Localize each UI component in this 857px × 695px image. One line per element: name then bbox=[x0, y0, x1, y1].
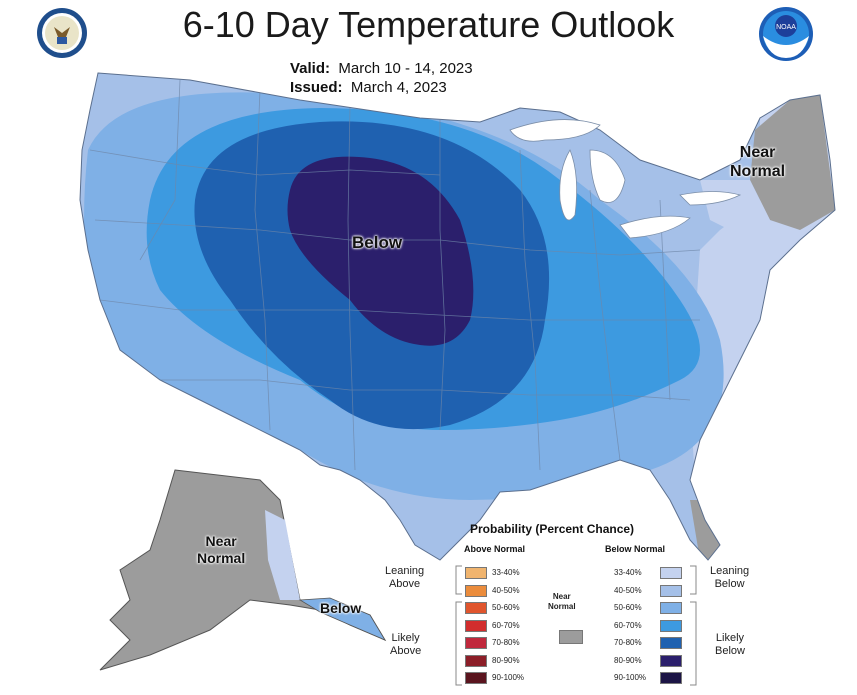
legend-below-label-4: 70-80% bbox=[614, 638, 642, 647]
noaa-logo-icon: NOAA bbox=[759, 7, 813, 61]
legend-above-swatch-5 bbox=[465, 654, 487, 667]
issued-date: Issued: March 4, 2023 bbox=[290, 79, 447, 96]
legend-leaning-above: Leaning Above bbox=[385, 565, 424, 591]
legend-above-swatch-3 bbox=[465, 619, 487, 632]
legend-leaning-below: Leaning Below bbox=[710, 565, 749, 591]
doc-seal-icon bbox=[37, 8, 87, 58]
legend-below-swatch-0 bbox=[660, 567, 682, 579]
issued-value: March 4, 2023 bbox=[350, 79, 447, 96]
label-near-ak-1: Near bbox=[205, 533, 237, 549]
legend-above-swatch-4 bbox=[465, 637, 487, 649]
label-near-ne-1: Near bbox=[739, 144, 776, 161]
legend-below-swatch-6 bbox=[660, 672, 682, 684]
legend-above-swatch-2 bbox=[465, 602, 487, 614]
legend-above-label-6: 90-100% bbox=[492, 673, 525, 682]
legend-below-swatch-2 bbox=[660, 602, 682, 614]
issued-label: Issued: bbox=[290, 79, 343, 96]
label-near-normal-ne: Near Normal bbox=[730, 143, 785, 181]
zone-near-normal-ne bbox=[750, 95, 835, 230]
label-near-ne-2: Normal bbox=[730, 163, 786, 180]
label-below-ak: Below bbox=[320, 600, 362, 616]
legend-below-label-3: 60-70% bbox=[614, 620, 642, 630]
legend-below-header: Below Normal bbox=[605, 544, 666, 554]
likely-below-1: Likely bbox=[715, 632, 745, 644]
legend-above-label-2: 50-60% bbox=[492, 603, 520, 612]
label-near-ak-2: Normal bbox=[197, 550, 246, 566]
likely-above-2: Above bbox=[390, 645, 422, 657]
valid-value: March 10 - 14, 2023 bbox=[338, 60, 473, 77]
near-header-2: Normal bbox=[548, 602, 576, 611]
legend-below-label-5: 80-90% bbox=[614, 655, 642, 665]
legend-above-header: Above Normal bbox=[464, 544, 526, 554]
valid-label: Valid: bbox=[290, 60, 331, 77]
leaning-below-2: Below bbox=[714, 578, 745, 590]
likely-below-2: Below bbox=[715, 645, 745, 657]
label-below-conus: Below bbox=[352, 233, 403, 252]
legend-above-label-1: 40-50% bbox=[492, 585, 520, 595]
page-title: 6-10 Day Temperature Outlook bbox=[182, 4, 675, 45]
legend-likely-above: Likely Above bbox=[390, 632, 421, 658]
legend-below-swatch-5 bbox=[660, 654, 682, 667]
likely-above-1: Likely bbox=[391, 632, 420, 644]
legend-below-swatch-4 bbox=[660, 637, 682, 649]
legend-below-label-2: 50-60% bbox=[614, 603, 642, 612]
legend-above-label-5: 80-90% bbox=[492, 655, 520, 665]
alaska-panhandle-below bbox=[298, 597, 386, 641]
legend-likely-below: Likely Below bbox=[715, 632, 745, 658]
leaning-above-1: Leaning bbox=[385, 565, 425, 577]
legend-above-swatch-0 bbox=[465, 567, 487, 579]
near-header-1: Near bbox=[552, 592, 571, 601]
legend-below-label-0: 33-40% bbox=[614, 568, 642, 577]
legend-above-label-4: 70-80% bbox=[492, 638, 520, 647]
leaning-above-2: Above bbox=[388, 578, 421, 590]
legend-near-header: Near Normal bbox=[548, 592, 576, 612]
leaning-below-1: Leaning bbox=[710, 565, 750, 577]
great-lakes bbox=[509, 119, 742, 239]
legend-title: Probability (Percent Chance) bbox=[470, 522, 635, 536]
legend-below-swatch-1 bbox=[660, 584, 682, 597]
legend-near-swatch bbox=[559, 630, 583, 644]
valid-dates: Valid: March 10 - 14, 2023 bbox=[290, 60, 473, 77]
legend-above-swatch-1 bbox=[465, 584, 487, 597]
legend-above-swatch-6 bbox=[465, 672, 487, 684]
legend-below-label-6: 90-100% bbox=[614, 673, 647, 682]
alaska-leaning-below bbox=[265, 510, 300, 600]
legend-below-label-1: 40-50% bbox=[614, 585, 642, 595]
label-near-normal-ak: Near Normal bbox=[197, 533, 245, 567]
zone-80-90 bbox=[287, 156, 474, 346]
legend-above-label-3: 60-70% bbox=[492, 620, 520, 630]
legend-above-label-0: 33-40% bbox=[492, 568, 520, 577]
noaa-text: NOAA bbox=[776, 24, 796, 31]
legend-below-swatch-3 bbox=[660, 619, 682, 632]
